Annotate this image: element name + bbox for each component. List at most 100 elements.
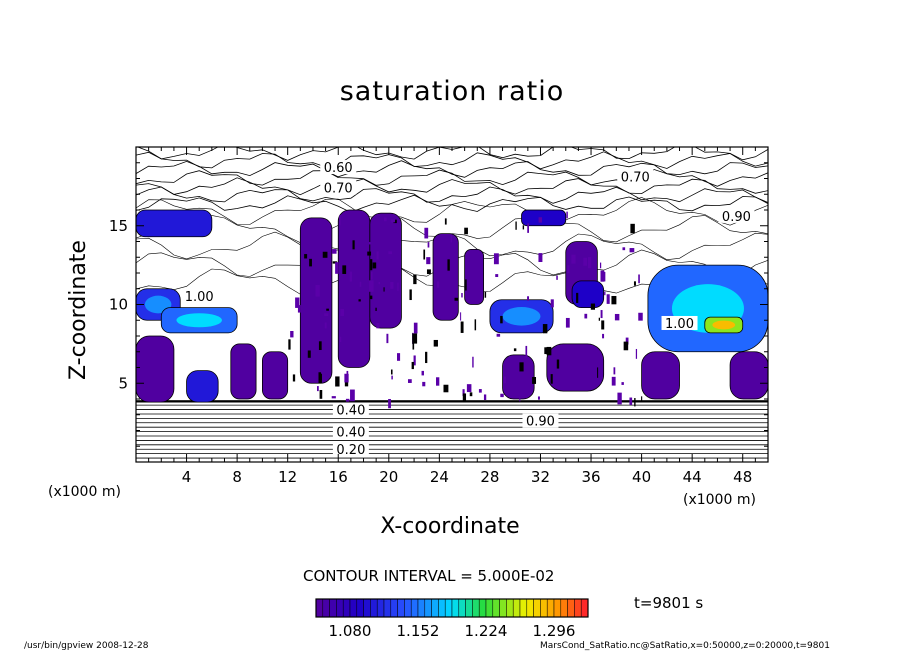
colorbar-cell bbox=[383, 598, 392, 618]
speckle bbox=[447, 259, 450, 271]
shaded-region bbox=[337, 209, 371, 368]
speckle bbox=[421, 370, 424, 376]
speckle bbox=[352, 240, 355, 250]
speckle bbox=[304, 254, 308, 259]
colorbar-cell bbox=[438, 598, 446, 618]
speckle bbox=[583, 257, 588, 266]
speckle bbox=[602, 333, 605, 339]
speckle bbox=[638, 274, 640, 284]
colorbar-frame bbox=[315, 598, 589, 618]
speckle bbox=[372, 262, 377, 269]
speckle bbox=[454, 297, 459, 301]
speckle bbox=[290, 331, 294, 338]
speckle bbox=[315, 285, 320, 297]
shaded-region bbox=[432, 233, 459, 321]
contour-label-bg bbox=[617, 169, 654, 184]
speckle bbox=[556, 275, 558, 280]
chart-title: saturation ratio bbox=[339, 76, 565, 107]
colorbar-cell bbox=[540, 598, 548, 618]
contour-label-bg bbox=[522, 413, 559, 428]
speckle bbox=[503, 376, 506, 384]
speckle bbox=[292, 374, 296, 382]
y-tick-label: 10 bbox=[109, 296, 128, 314]
speckle bbox=[500, 315, 503, 324]
speckle bbox=[391, 375, 393, 380]
x-tick-label: 4 bbox=[182, 468, 192, 486]
speckle bbox=[469, 392, 473, 397]
speckle bbox=[443, 384, 449, 393]
shaded-core bbox=[144, 295, 172, 314]
speckle bbox=[339, 336, 342, 343]
speckle bbox=[629, 397, 633, 405]
contour-label-bg bbox=[661, 315, 698, 330]
x-tick-label: 44 bbox=[683, 468, 702, 486]
speckle bbox=[422, 381, 426, 387]
colorbar-tick-label: 1.224 bbox=[465, 622, 508, 640]
colorbar-cell bbox=[376, 598, 385, 618]
speckle bbox=[409, 289, 412, 301]
speckle bbox=[412, 333, 418, 344]
speckle bbox=[369, 295, 373, 300]
speckle bbox=[397, 353, 401, 361]
shaded-region bbox=[369, 212, 402, 329]
speckle bbox=[407, 379, 412, 383]
speckle bbox=[332, 261, 338, 264]
speckle bbox=[359, 281, 362, 287]
speckle bbox=[604, 291, 606, 296]
y-tick-label: 15 bbox=[109, 217, 128, 235]
speckle bbox=[450, 235, 453, 243]
contour-label-bg bbox=[332, 424, 369, 439]
shaded-region bbox=[546, 343, 605, 392]
speckle bbox=[326, 308, 329, 311]
speckle bbox=[641, 396, 643, 401]
colorbar-cell bbox=[370, 598, 378, 618]
speckle bbox=[383, 217, 387, 222]
speckle bbox=[349, 271, 352, 282]
colorbar-cell bbox=[322, 598, 330, 618]
speckle bbox=[383, 287, 385, 292]
x-tick-label: 28 bbox=[480, 468, 499, 486]
speckle bbox=[597, 367, 599, 378]
contour-label: 1.00 bbox=[185, 290, 214, 305]
contour-label: 0.70 bbox=[621, 171, 650, 186]
x-tick-label: 32 bbox=[531, 468, 550, 486]
speckle bbox=[427, 242, 430, 248]
speckle bbox=[318, 372, 322, 384]
speckle bbox=[571, 254, 576, 264]
speckle bbox=[542, 324, 548, 334]
colorbar-tick-label: 1.152 bbox=[397, 622, 440, 640]
speckle bbox=[519, 362, 524, 372]
x-axis-unit-right: (x1000 m) bbox=[683, 492, 756, 508]
speckle bbox=[513, 348, 517, 352]
footer-source: MarsCond_SatRatio.nc@SatRatio,x=0:50000,… bbox=[540, 641, 830, 651]
speckle bbox=[590, 303, 596, 310]
colorbar-cell bbox=[526, 598, 534, 618]
speckle bbox=[584, 313, 588, 319]
speckle bbox=[340, 308, 344, 317]
contour-line bbox=[136, 160, 768, 178]
speckle bbox=[472, 356, 474, 368]
speckle bbox=[495, 274, 499, 278]
speckle bbox=[483, 394, 487, 401]
speckle bbox=[424, 227, 429, 239]
shaded-region bbox=[136, 335, 175, 403]
shaded-region bbox=[502, 354, 535, 400]
colorbar-cell bbox=[336, 598, 344, 618]
shaded-region bbox=[464, 248, 485, 305]
colorbar-cell bbox=[329, 598, 337, 618]
speckle bbox=[397, 282, 399, 291]
shaded-core bbox=[502, 307, 541, 326]
speckle bbox=[358, 299, 361, 302]
contour-interval-text: CONTOUR INTERVAL = 5.000E-02 bbox=[303, 567, 555, 585]
speckle bbox=[437, 281, 440, 288]
speckle bbox=[598, 317, 600, 321]
contour-label-bg bbox=[332, 441, 369, 456]
footer-command: /usr/bin/gpview 2008-12-28 bbox=[24, 641, 149, 651]
colorbar-tick-label: 1.080 bbox=[329, 622, 372, 640]
colorbar-cell bbox=[465, 598, 473, 618]
speckle bbox=[484, 291, 487, 298]
speckle bbox=[350, 389, 355, 402]
x-tick-label: 40 bbox=[632, 468, 651, 486]
x-tick-label: 24 bbox=[430, 468, 449, 486]
